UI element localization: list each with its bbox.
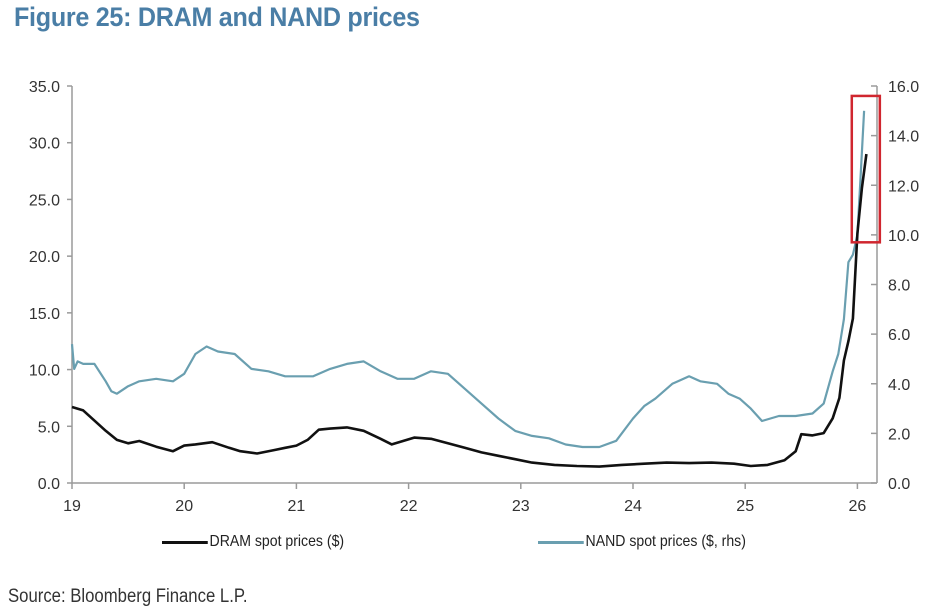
legend-item-dram: DRAM spot prices ($) [162, 533, 344, 551]
left-tick-label: 25.0 [29, 192, 60, 209]
right-tick-label: 16.0 [888, 79, 919, 96]
left-tick-label: 20.0 [29, 249, 60, 266]
left-tick-label: 30.0 [29, 136, 60, 153]
right-tick-label: 10.0 [888, 228, 919, 245]
left-axis-ticks: 0.0 5.0 10.0 15.0 20.0 25.0 30.0 35.0 [29, 79, 72, 493]
x-tick-label: 21 [288, 498, 306, 515]
left-tick-label: 5.0 [38, 419, 60, 436]
dram-legend-label: DRAM spot prices ($) [209, 533, 345, 550]
x-tick-label: 19 [63, 498, 81, 515]
x-tick-label: 20 [175, 498, 193, 515]
figure-title: Figure 25: DRAM and NAND prices [14, 2, 420, 32]
right-axis-ticks: 0.0 2.0 4.0 6.0 8.0 10.0 12.0 14.0 16.0 [871, 79, 919, 493]
x-tick-label: 22 [400, 498, 418, 515]
nand-legend-swatch [538, 540, 584, 544]
right-tick-label: 14.0 [888, 129, 919, 146]
highlight-box [850, 94, 882, 244]
right-tick-label: 6.0 [888, 327, 910, 344]
legend-item-nand: NAND spot prices ($, rhs) [538, 533, 746, 551]
right-tick-label: 2.0 [888, 426, 910, 443]
axes [71, 86, 878, 484]
left-tick-label: 10.0 [29, 363, 60, 380]
right-tick-label: 8.0 [888, 278, 910, 295]
x-tick-label: 26 [849, 498, 867, 515]
x-axis-ticks: 19 20 21 22 23 24 25 26 [63, 483, 866, 515]
x-tick-label: 24 [624, 498, 642, 515]
dram-legend-swatch [162, 540, 208, 544]
right-tick-label: 12.0 [888, 178, 919, 195]
series-layer [70, 110, 868, 468]
x-tick-label: 23 [512, 498, 530, 515]
x-tick-label: 25 [736, 498, 754, 515]
left-tick-label: 0.0 [38, 476, 60, 493]
left-tick-label: 15.0 [29, 306, 60, 323]
left-tick-label: 35.0 [29, 79, 60, 96]
nand-legend-label: NAND spot prices ($, rhs) [585, 533, 746, 550]
right-tick-label: 4.0 [888, 377, 910, 394]
right-tick-label: 0.0 [888, 476, 910, 493]
nand-series-line [70, 110, 866, 449]
dram-series-line [71, 153, 868, 468]
source-note: Source: Bloomberg Finance L.P. [8, 586, 248, 607]
